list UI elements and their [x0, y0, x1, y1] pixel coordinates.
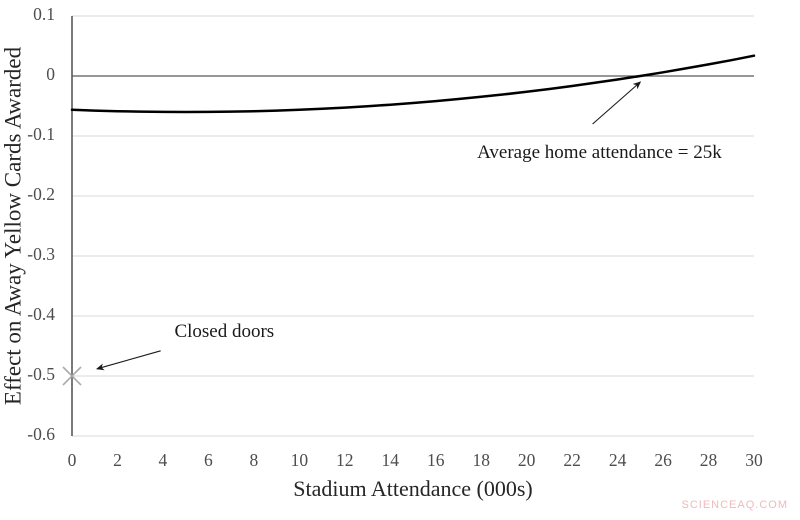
y-tick-label: -0.5 [27, 364, 55, 384]
closed-doors-annotation: Closed doors [96, 321, 274, 371]
x-axis-title: Stadium Attendance (000s) [293, 476, 533, 501]
y-tick-label: -0.3 [27, 244, 55, 264]
x-tick-label: 14 [382, 450, 400, 470]
x-tick-label: 20 [518, 450, 536, 470]
x-tick-label: 26 [654, 450, 672, 470]
x-tick-label: 24 [609, 450, 627, 470]
annotation-arrow [592, 81, 642, 125]
annotation-text: Average home attendance = 25k [477, 142, 722, 163]
x-tick-label: 22 [563, 450, 581, 470]
y-tick-label: 0 [46, 64, 55, 84]
y-tick-label: -0.1 [27, 124, 55, 144]
x-tick-label: 18 [472, 450, 490, 470]
x-tick-label: 2 [113, 450, 122, 470]
watermark: SCIENCEAQ.COM [681, 499, 788, 511]
y-tick-label: -0.4 [27, 304, 55, 324]
x-tick-label: 10 [291, 450, 309, 470]
x-tick-label: 16 [427, 450, 445, 470]
y-tick-label: -0.6 [27, 424, 55, 444]
average-attendance-annotation: Average home attendance = 25k [477, 81, 722, 163]
x-tick-label: 28 [700, 450, 718, 470]
closed-doors-point-marker [62, 366, 82, 386]
x-marker-stroke [62, 366, 82, 386]
effect-curve [70, 54, 756, 114]
y-axis-title: Effect on Away Yellow Cards Awarded [0, 46, 25, 405]
x-tick-label: 0 [68, 450, 77, 470]
x-tick-label: 4 [159, 450, 168, 470]
x-tick-label: 12 [336, 450, 354, 470]
annotation-text: Closed doors [174, 321, 274, 342]
annotation-arrow [96, 350, 161, 371]
y-tick-label: -0.2 [27, 184, 55, 204]
x-tick-label: 6 [204, 450, 213, 470]
y-tick-label: 0.1 [33, 4, 55, 24]
x-tick-label: 8 [249, 450, 258, 470]
x-tick-label: 30 [745, 450, 763, 470]
